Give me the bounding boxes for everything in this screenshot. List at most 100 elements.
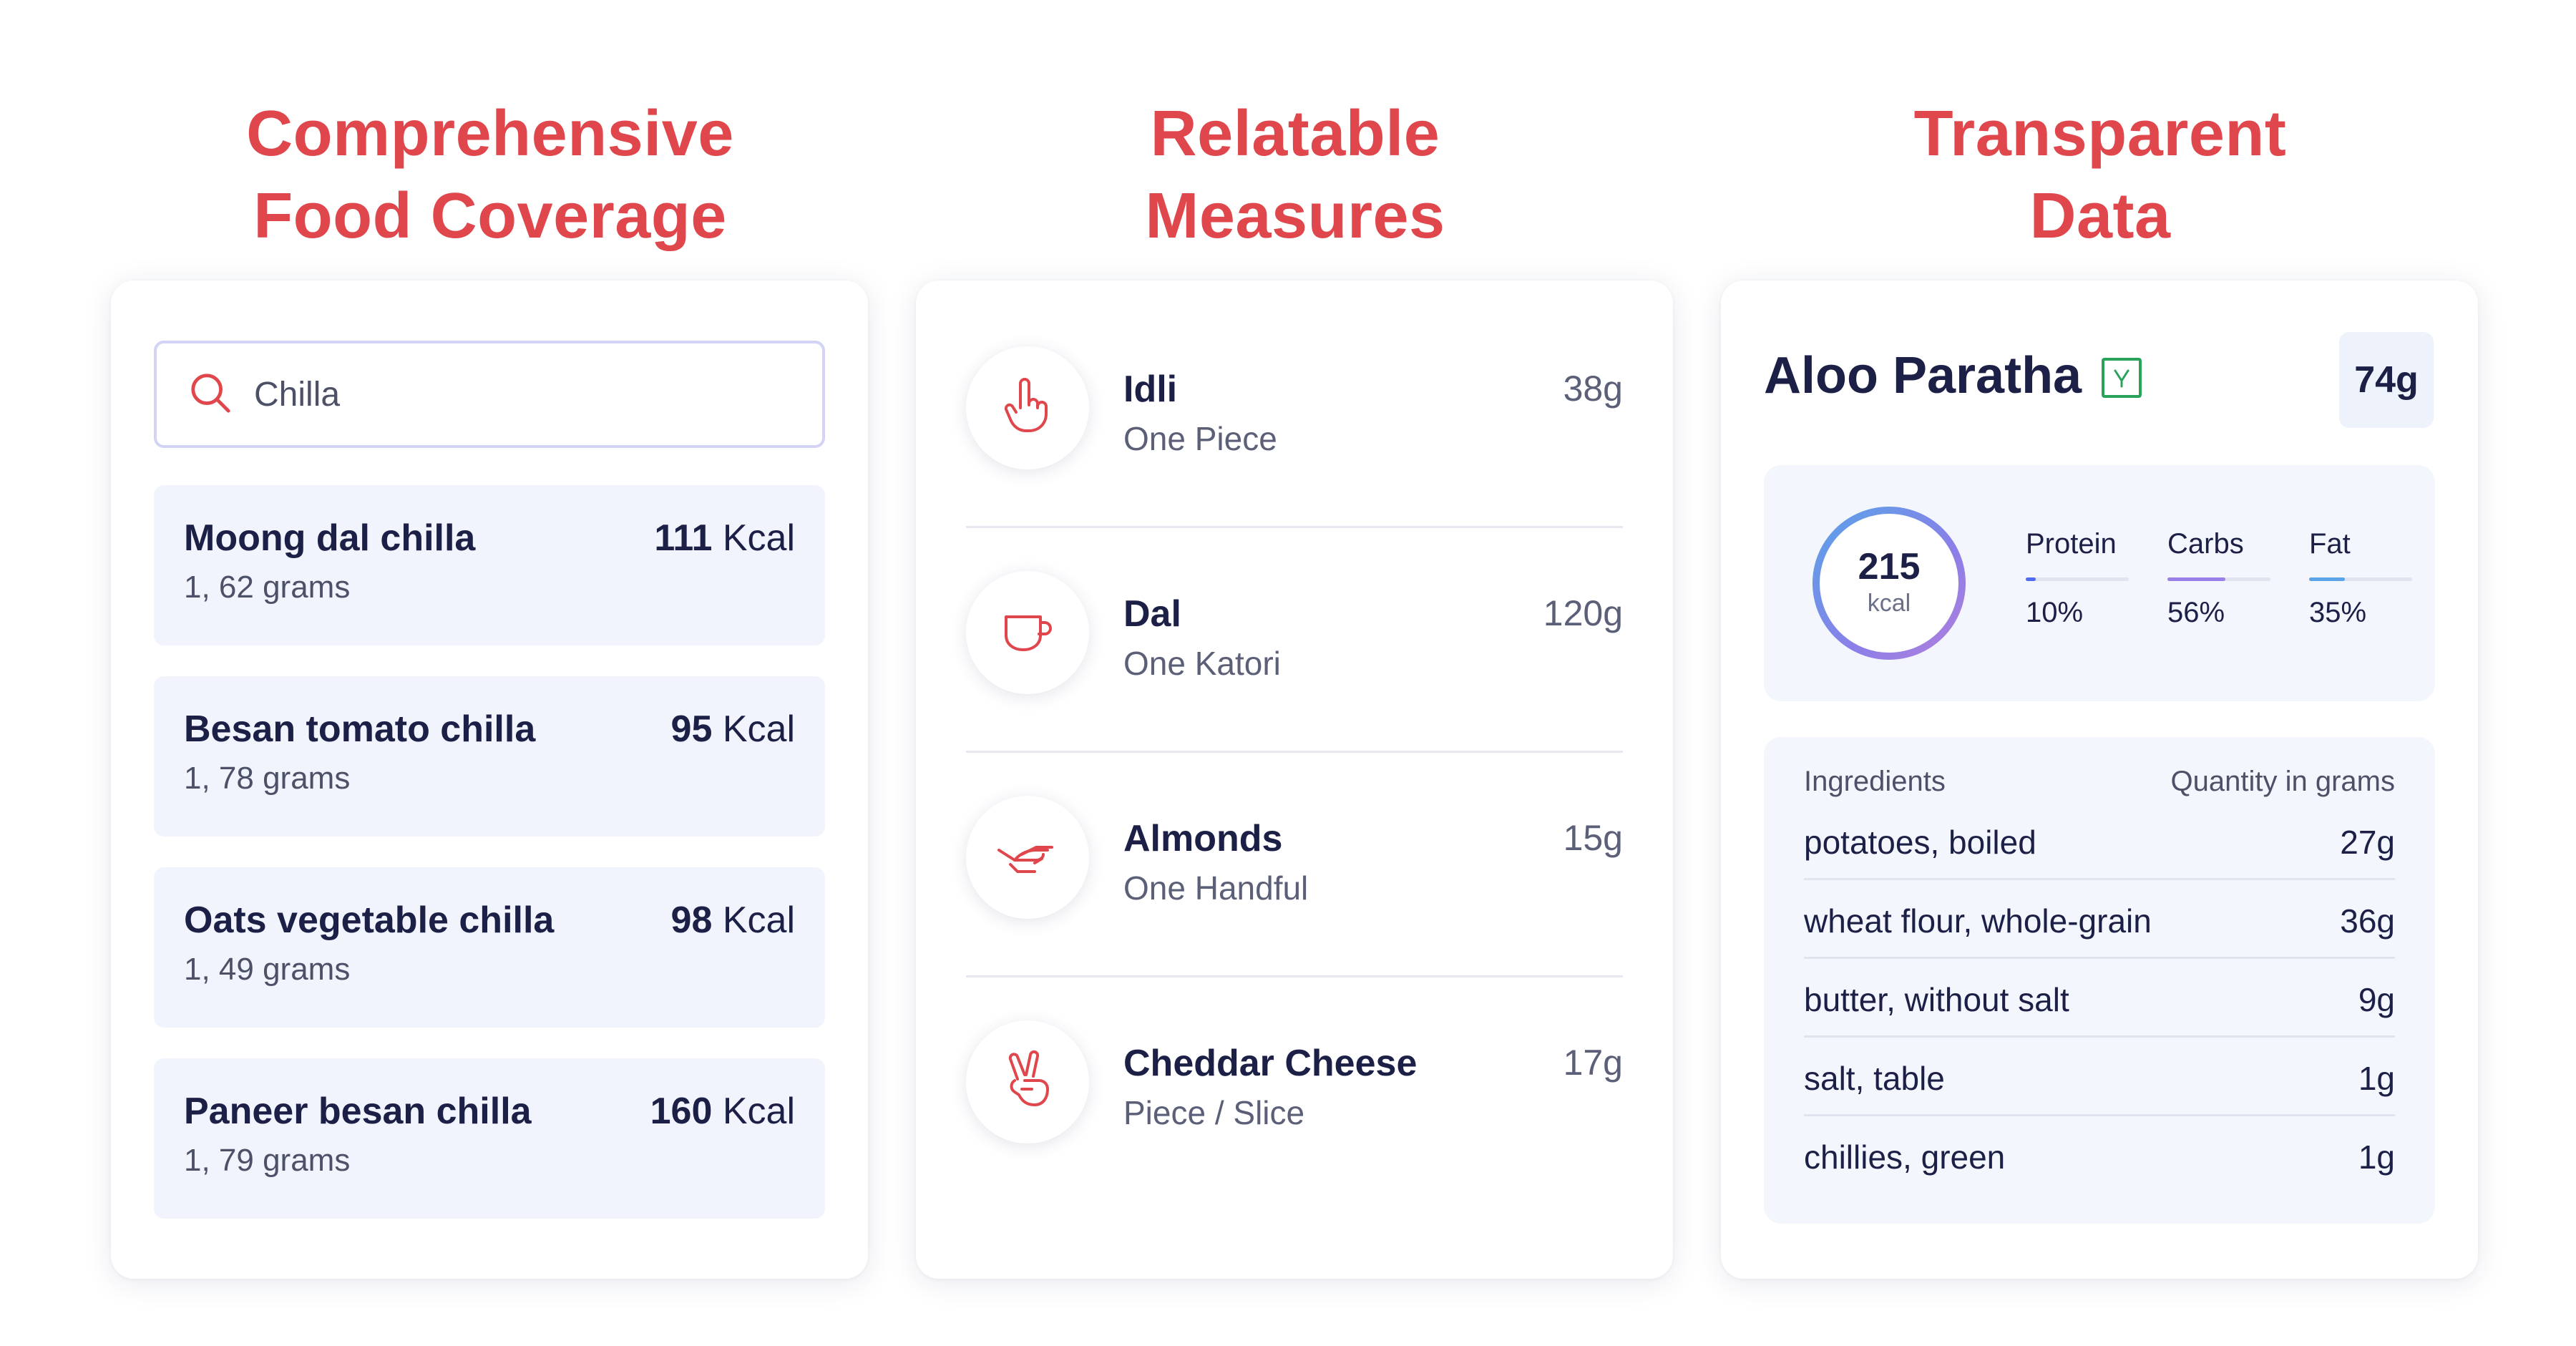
macro-track xyxy=(2026,577,2129,581)
ingredients-col-header: Ingredients xyxy=(1804,766,1946,797)
macro-fill xyxy=(2309,577,2346,581)
ingredient-qty: 36g xyxy=(2340,902,2395,940)
ingredient-qty: 9g xyxy=(2358,981,2395,1018)
macro-fill xyxy=(2167,577,2225,581)
divider xyxy=(966,751,1623,753)
pointing-finger-icon xyxy=(993,372,1062,444)
food-name: Paneer besan chilla xyxy=(184,1091,532,1132)
macro-percent: 56% xyxy=(2167,597,2225,628)
ingredient-name: chillies, green xyxy=(1804,1138,2006,1176)
nutrition-summary: 215 kcal Protein 10% Carbs 56% Fat 35% xyxy=(1764,465,2435,701)
food-result-item[interactable]: Oats vegetable chilla 1, 49 grams 98 Kca… xyxy=(154,867,825,1028)
divider xyxy=(1804,1114,2395,1116)
veg-mark-icon xyxy=(2102,358,2142,398)
search-value: Chilla xyxy=(254,375,341,414)
measure-weight: 17g xyxy=(1563,1043,1623,1083)
macro-fill xyxy=(2026,577,2036,581)
ingredient-row: wheat flour, whole-grain 36g xyxy=(1804,880,2395,959)
divider xyxy=(1804,957,2395,959)
measure-item[interactable]: Almonds One Handful 15g xyxy=(966,753,1623,977)
macro-label: Fat xyxy=(2309,528,2351,560)
kcal-unit: kcal xyxy=(1867,590,1911,617)
open-hand-icon xyxy=(993,821,1062,894)
food-kcal: 160 Kcal xyxy=(650,1091,795,1132)
heading-line: Measures xyxy=(1145,180,1445,252)
dish-weight-badge: 74g xyxy=(2339,332,2434,428)
heading-relatable-measures: Relatable Measures xyxy=(916,93,1674,258)
heading-transparent-data: Transparent Data xyxy=(1721,93,2479,258)
macro-percent: 10% xyxy=(2026,597,2084,628)
macro-track xyxy=(2167,577,2270,581)
measure-icon-circle xyxy=(966,796,1089,919)
macro-protein: Protein 10% xyxy=(2026,528,2129,629)
macro-label: Carbs xyxy=(2167,528,2244,560)
measure-name: Dal xyxy=(1123,593,1181,635)
measures-card: Idli One Piece 38g Dal One Katori 120g xyxy=(916,281,1673,1279)
divider xyxy=(966,975,1623,977)
ingredients-table: Ingredients Quantity in grams potatoes, … xyxy=(1764,737,2435,1224)
heading-line: Transparent xyxy=(1913,98,2287,170)
ingredient-name: wheat flour, whole-grain xyxy=(1804,902,2152,940)
measure-desc: One Katori xyxy=(1123,645,1281,682)
food-name: Moong dal chilla xyxy=(184,517,476,559)
food-serving: 1, 49 grams xyxy=(184,952,351,987)
ingredient-row: butter, without salt 9g xyxy=(1804,959,2395,1038)
heading-line: Food Coverage xyxy=(253,180,727,252)
measure-icon-circle xyxy=(966,346,1089,469)
ingredient-qty: 27g xyxy=(2340,824,2395,861)
measure-name: Idli xyxy=(1123,369,1178,410)
measure-desc: Piece / Slice xyxy=(1123,1094,1305,1131)
heading-line: Data xyxy=(2029,180,2171,252)
food-search-card: Chilla Moong dal chilla 1, 62 grams 111 … xyxy=(111,281,868,1279)
ingredient-name: butter, without salt xyxy=(1804,981,2069,1018)
heading-line: Comprehensive xyxy=(246,98,734,170)
ingredient-row: potatoes, boiled 27g xyxy=(1804,801,2395,880)
search-icon xyxy=(188,371,233,419)
macro-percent: 35% xyxy=(2309,597,2367,628)
search-input[interactable]: Chilla xyxy=(154,341,825,448)
kcal-ring xyxy=(1813,507,1966,660)
measure-name: Cheddar Cheese xyxy=(1123,1043,1418,1084)
food-name: Besan tomato chilla xyxy=(184,708,536,750)
heading-food-coverage: Comprehensive Food Coverage xyxy=(111,93,869,258)
ingredient-name: salt, table xyxy=(1804,1060,1945,1097)
measure-desc: One Handful xyxy=(1123,869,1309,907)
food-kcal: 111 Kcal xyxy=(654,517,795,559)
measure-weight: 15g xyxy=(1563,818,1623,858)
dish-title: Aloo Paratha xyxy=(1764,347,2082,404)
nutrition-card: Aloo Paratha 74g 215 kcal Protein 10% xyxy=(1721,281,2478,1279)
food-name: Oats vegetable chilla xyxy=(184,899,555,941)
kcal-value: 215 xyxy=(1858,546,1921,587)
measure-item[interactable]: Cheddar Cheese Piece / Slice 17g xyxy=(966,977,1623,1202)
food-result-item[interactable]: Moong dal chilla 1, 62 grams 111 Kcal xyxy=(154,485,825,645)
measure-weight: 38g xyxy=(1563,369,1623,409)
measure-item[interactable]: Dal One Katori 120g xyxy=(966,528,1623,753)
measure-icon-circle xyxy=(966,1020,1089,1143)
ingredient-row: salt, table 1g xyxy=(1804,1038,2395,1116)
two-fingers-icon xyxy=(993,1046,1062,1118)
ingredient-qty: 1g xyxy=(2358,1138,2395,1176)
measure-item[interactable]: Idli One Piece 38g xyxy=(966,303,1623,528)
ingredients-header: Ingredients Quantity in grams xyxy=(1804,766,2395,809)
divider xyxy=(966,526,1623,528)
food-kcal: 98 Kcal xyxy=(670,899,795,941)
macro-fat: Fat 35% xyxy=(2309,528,2412,629)
food-serving: 1, 62 grams xyxy=(184,570,351,605)
food-serving: 1, 79 grams xyxy=(184,1143,351,1178)
measure-desc: One Piece xyxy=(1123,420,1277,457)
food-kcal: 95 Kcal xyxy=(670,708,795,750)
divider xyxy=(1804,1035,2395,1038)
heading-line: Relatable xyxy=(1150,98,1440,170)
ingredient-row: chillies, green 1g xyxy=(1804,1116,2395,1195)
ingredient-qty: 1g xyxy=(2358,1060,2395,1097)
quantity-col-header: Quantity in grams xyxy=(2170,766,2395,797)
measure-icon-circle xyxy=(966,571,1089,694)
food-result-item[interactable]: Besan tomato chilla 1, 78 grams 95 Kcal xyxy=(154,676,825,837)
macro-track xyxy=(2309,577,2412,581)
divider xyxy=(1804,878,2395,880)
bowl-cup-icon xyxy=(993,597,1062,669)
macro-carbs: Carbs 56% xyxy=(2167,528,2270,629)
measure-name: Almonds xyxy=(1123,818,1283,859)
food-serving: 1, 78 grams xyxy=(184,761,351,796)
food-result-item[interactable]: Paneer besan chilla 1, 79 grams 160 Kcal xyxy=(154,1058,825,1219)
